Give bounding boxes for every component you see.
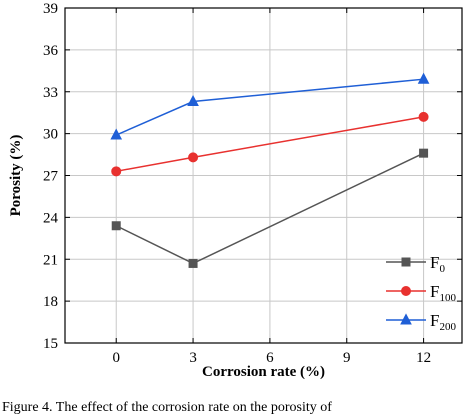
- grid-lines: [65, 8, 462, 343]
- x-axis-title: Corrosion rate (%): [202, 364, 325, 380]
- x-tick-label: 9: [343, 350, 351, 366]
- legend-label: F200: [430, 311, 456, 333]
- y-tick-label: 15: [43, 336, 58, 352]
- y-axis-title: Porosity (%): [8, 135, 24, 217]
- y-tick-label: 18: [43, 294, 58, 310]
- series-f200: [110, 72, 430, 140]
- y-tick-label: 30: [43, 127, 58, 143]
- x-tick-label: 6: [266, 350, 274, 366]
- figure-caption: Figure 4. The effect of the corrosion ra…: [2, 400, 332, 415]
- data-point: [419, 148, 429, 158]
- legend-marker: [401, 257, 411, 267]
- data-point: [187, 94, 199, 107]
- legend-item: F200: [386, 311, 456, 333]
- data-point: [417, 72, 430, 84]
- y-tick-label: 33: [43, 85, 58, 101]
- y-tick-label: 27: [43, 169, 59, 185]
- series-f100: [111, 111, 429, 177]
- data-point: [188, 152, 199, 163]
- legend-marker: [401, 286, 411, 296]
- data-series: [110, 72, 430, 268]
- data-point: [188, 258, 198, 268]
- legend: F0 F100 F200: [386, 253, 456, 333]
- series-f0: [111, 148, 429, 268]
- x-tick-label: 12: [416, 350, 431, 366]
- legend-label: F0: [430, 253, 445, 275]
- data-point: [111, 166, 122, 177]
- legend-item: F0: [386, 253, 445, 275]
- x-tick-label: 0: [112, 350, 120, 366]
- legend-marker: [400, 313, 412, 325]
- data-point: [110, 128, 123, 140]
- y-tick-label: 36: [43, 43, 59, 59]
- y-tick-label: 24: [43, 210, 59, 226]
- data-point: [418, 111, 429, 122]
- y-tick-label: 39: [43, 1, 58, 17]
- data-point: [111, 221, 121, 231]
- legend-label: F100: [430, 282, 456, 304]
- y-tick-label: 21: [43, 252, 58, 268]
- x-tick-label: 3: [189, 350, 197, 366]
- legend-item: F100: [386, 282, 456, 304]
